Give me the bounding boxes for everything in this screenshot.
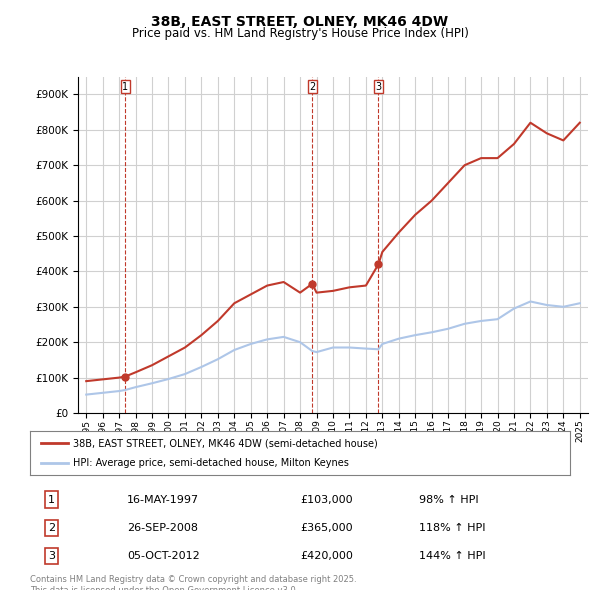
Text: 26-SEP-2008: 26-SEP-2008 bbox=[127, 523, 198, 533]
Text: 38B, EAST STREET, OLNEY, MK46 4DW: 38B, EAST STREET, OLNEY, MK46 4DW bbox=[151, 15, 449, 29]
Text: £365,000: £365,000 bbox=[300, 523, 353, 533]
Text: Contains HM Land Registry data © Crown copyright and database right 2025.
This d: Contains HM Land Registry data © Crown c… bbox=[30, 575, 356, 590]
Text: £420,000: £420,000 bbox=[300, 551, 353, 561]
Text: 144% ↑ HPI: 144% ↑ HPI bbox=[419, 551, 485, 561]
Text: 38B, EAST STREET, OLNEY, MK46 4DW (semi-detached house): 38B, EAST STREET, OLNEY, MK46 4DW (semi-… bbox=[73, 438, 378, 448]
Text: 118% ↑ HPI: 118% ↑ HPI bbox=[419, 523, 485, 533]
Text: 98% ↑ HPI: 98% ↑ HPI bbox=[419, 494, 478, 504]
Text: 1: 1 bbox=[122, 82, 128, 91]
Text: 3: 3 bbox=[376, 82, 382, 91]
Text: 2: 2 bbox=[48, 523, 55, 533]
Text: Price paid vs. HM Land Registry's House Price Index (HPI): Price paid vs. HM Land Registry's House … bbox=[131, 27, 469, 40]
Text: 05-OCT-2012: 05-OCT-2012 bbox=[127, 551, 200, 561]
Text: 1: 1 bbox=[48, 494, 55, 504]
Text: £103,000: £103,000 bbox=[300, 494, 353, 504]
Text: 16-MAY-1997: 16-MAY-1997 bbox=[127, 494, 199, 504]
Text: 3: 3 bbox=[48, 551, 55, 561]
Text: HPI: Average price, semi-detached house, Milton Keynes: HPI: Average price, semi-detached house,… bbox=[73, 458, 349, 467]
Text: 2: 2 bbox=[309, 82, 316, 91]
